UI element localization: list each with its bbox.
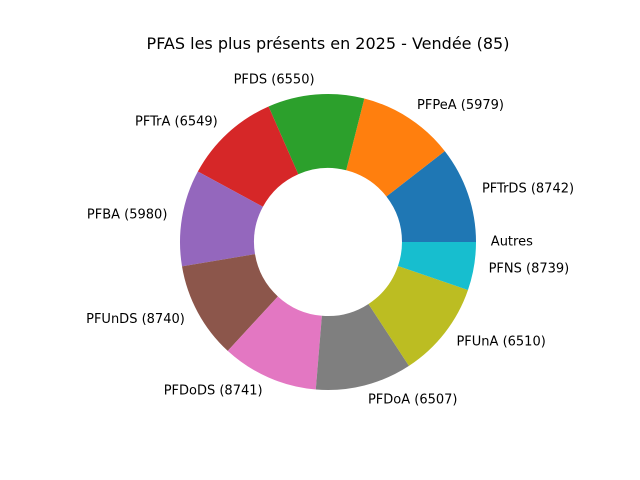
label-pfdoa: PFDoA (6507) bbox=[368, 392, 458, 407]
slice-labels: PFTrDS (8742) PFPeA (5979) PFDS (6550) PFTr… bbox=[86, 72, 574, 407]
label-pfpea: PFPeA (5979) bbox=[417, 98, 504, 113]
label-pfds: PFDS (6550) bbox=[234, 72, 315, 87]
slice-pfns bbox=[397, 242, 476, 291]
label-pftra: PFTrA (6549) bbox=[135, 115, 218, 130]
label-pfba: PFBA (5980) bbox=[87, 208, 168, 223]
slice-pfba bbox=[180, 171, 263, 267]
slice-pftra bbox=[197, 106, 299, 207]
slice-pftrds bbox=[386, 151, 476, 242]
chart-title: PFAS les plus présents en 2025 - Vendée … bbox=[147, 34, 510, 53]
label-pfns: PFNS (8739) bbox=[489, 261, 570, 276]
slice-pfds bbox=[268, 94, 365, 175]
label-pfdods: PFDoDS (8741) bbox=[164, 384, 263, 399]
label-pfuna: PFUnA (6510) bbox=[456, 334, 545, 349]
slice-pfdods bbox=[227, 296, 322, 390]
donut-slices bbox=[180, 94, 476, 391]
slice-pfpea bbox=[346, 98, 445, 197]
label-pftrds: PFTrDS (8742) bbox=[482, 182, 574, 197]
label-autres: Autres bbox=[491, 235, 533, 250]
label-pfunds: PFUnDS (8740) bbox=[86, 312, 185, 327]
slice-pfdoa bbox=[315, 303, 409, 391]
slice-pfunds bbox=[182, 254, 278, 351]
slice-pfuna bbox=[368, 266, 468, 366]
